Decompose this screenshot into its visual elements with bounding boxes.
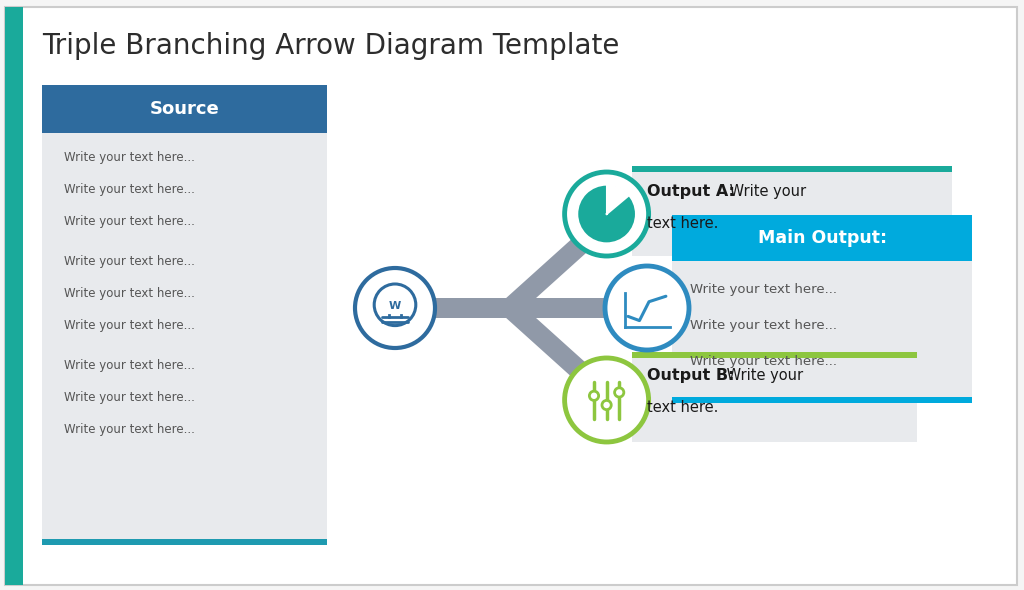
Text: Write your text here...: Write your text here...	[63, 215, 195, 228]
Circle shape	[564, 172, 648, 256]
Text: Write your text here...: Write your text here...	[63, 183, 195, 196]
Text: Output A:: Output A:	[647, 184, 734, 199]
Circle shape	[578, 185, 636, 244]
Text: Write your: Write your	[722, 368, 803, 383]
Circle shape	[602, 401, 611, 409]
Text: Write your text here...: Write your text here...	[63, 255, 195, 268]
FancyBboxPatch shape	[42, 85, 327, 133]
Text: text here.: text here.	[647, 216, 718, 231]
Wedge shape	[578, 185, 636, 244]
Text: Write your text here...: Write your text here...	[63, 391, 195, 404]
FancyBboxPatch shape	[632, 166, 952, 172]
Circle shape	[605, 266, 689, 350]
FancyBboxPatch shape	[672, 215, 972, 403]
Text: Write your text here...: Write your text here...	[690, 355, 838, 368]
Circle shape	[614, 388, 624, 397]
Text: Triple Branching Arrow Diagram Template: Triple Branching Arrow Diagram Template	[42, 32, 620, 60]
Text: Write your text here...: Write your text here...	[690, 319, 838, 332]
Text: Write your text here...: Write your text here...	[690, 283, 838, 296]
FancyBboxPatch shape	[632, 352, 916, 442]
FancyArrow shape	[510, 289, 645, 327]
FancyBboxPatch shape	[632, 166, 952, 256]
FancyArrow shape	[435, 298, 510, 318]
Circle shape	[564, 358, 648, 442]
Circle shape	[590, 391, 599, 401]
FancyBboxPatch shape	[5, 7, 23, 585]
Text: Write your text here...: Write your text here...	[63, 151, 195, 164]
Text: Write your text here...: Write your text here...	[63, 287, 195, 300]
FancyBboxPatch shape	[672, 397, 972, 403]
FancyBboxPatch shape	[42, 539, 327, 545]
Text: Write your text here...: Write your text here...	[63, 359, 195, 372]
Circle shape	[355, 268, 435, 348]
FancyArrow shape	[504, 221, 606, 316]
FancyBboxPatch shape	[672, 215, 972, 261]
Text: Output B:: Output B:	[647, 368, 734, 383]
Wedge shape	[606, 185, 629, 214]
Text: Source: Source	[150, 100, 219, 118]
Text: text here.: text here.	[647, 400, 718, 415]
Text: Write your: Write your	[725, 184, 806, 199]
Text: Main Output:: Main Output:	[758, 229, 887, 247]
FancyArrow shape	[504, 300, 606, 395]
FancyBboxPatch shape	[5, 7, 1017, 585]
FancyBboxPatch shape	[632, 352, 916, 358]
Text: W: W	[389, 301, 401, 311]
Text: Write your text here...: Write your text here...	[63, 423, 195, 436]
Text: Write your text here...: Write your text here...	[63, 319, 195, 332]
FancyBboxPatch shape	[42, 85, 327, 545]
